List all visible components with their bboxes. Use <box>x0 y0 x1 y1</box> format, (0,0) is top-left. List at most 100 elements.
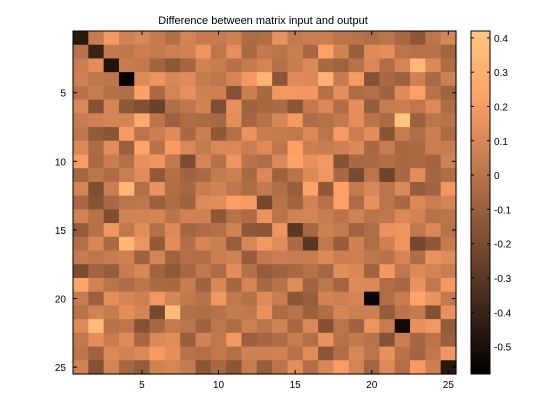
heatmap-cell <box>149 85 166 101</box>
heatmap-cell <box>210 127 227 142</box>
heatmap-cell <box>210 113 227 128</box>
heatmap-cell <box>256 209 273 224</box>
heatmap-cell <box>164 346 181 361</box>
heatmap-cell <box>379 236 396 252</box>
heatmap-cell <box>287 72 304 87</box>
heatmap-cell <box>118 58 135 73</box>
heatmap-cell <box>134 44 151 60</box>
heatmap-cell <box>226 346 243 361</box>
heatmap-cell <box>348 236 365 252</box>
heatmap-cell <box>287 332 304 348</box>
heatmap-cell <box>410 181 426 197</box>
heatmap-cell <box>134 99 151 114</box>
heatmap-cell <box>425 168 442 183</box>
heatmap-cell <box>195 154 212 169</box>
heatmap-cell <box>88 332 105 348</box>
heatmap-cell <box>379 305 396 320</box>
heatmap-cell <box>272 291 289 306</box>
heatmap-cell <box>302 195 319 210</box>
heatmap-cell <box>180 236 197 252</box>
heatmap-cell <box>425 99 442 114</box>
heatmap-cell <box>287 277 304 293</box>
heatmap-cell <box>256 140 273 156</box>
heatmap-cell <box>333 195 350 210</box>
colorbar-axis: 0.4 0.3 0.2 0.1 0 -0.1 -0.2 -0.3 -0.4 -0.5 <box>471 34 512 354</box>
heatmap-cell <box>241 58 258 73</box>
heatmap-cell <box>73 291 89 306</box>
heatmap-cell <box>425 154 442 169</box>
y-tick-label: 20 <box>55 295 67 306</box>
heatmap-cell <box>241 181 258 197</box>
heatmap-cell <box>103 168 120 183</box>
heatmap-cell <box>88 223 105 238</box>
heatmap-cell <box>425 113 442 128</box>
heatmap-cell <box>134 250 151 265</box>
heatmap-cell <box>134 223 151 238</box>
heatmap-cell <box>118 195 135 210</box>
heatmap-cell <box>364 58 380 73</box>
heatmap-cell <box>302 85 319 101</box>
heatmap-cell <box>394 127 411 142</box>
heatmap-cell <box>348 44 365 60</box>
heatmap-cell <box>164 264 181 279</box>
heatmap-cell <box>118 72 135 87</box>
colorbar-tick-label: 0.2 <box>494 102 508 113</box>
heatmap-cell <box>302 31 319 46</box>
heatmap-cell <box>73 332 89 348</box>
heatmap-cell <box>364 168 380 183</box>
heatmap-cell <box>425 223 442 238</box>
heatmap-cell <box>103 264 120 279</box>
heatmap-cell <box>379 31 396 46</box>
heatmap-cell <box>302 154 319 169</box>
heatmap-cell <box>379 250 396 265</box>
heatmap-cell <box>134 236 151 252</box>
heatmap-cell <box>348 332 365 348</box>
heatmap-cell <box>149 305 166 320</box>
heatmap-cell <box>410 72 426 87</box>
heatmap-cell <box>149 209 166 224</box>
heatmap-cell <box>410 85 426 101</box>
heatmap-cell <box>318 154 335 169</box>
heatmap-cell <box>410 58 426 73</box>
heatmap-cell <box>241 168 258 183</box>
heatmap-cell <box>379 209 396 224</box>
heatmap-cell <box>164 85 181 101</box>
heatmap-cell <box>73 195 89 210</box>
heatmap-cell <box>226 332 243 348</box>
heatmap-cell <box>134 264 151 279</box>
heatmap-cell <box>73 209 89 224</box>
heatmap-cell <box>118 236 135 252</box>
heatmap-cell <box>425 140 442 156</box>
heatmap-cell <box>118 113 135 128</box>
heatmap-cell <box>103 236 120 252</box>
heatmap-cell <box>394 44 411 60</box>
heatmap-cell <box>180 319 197 334</box>
heatmap-cell <box>440 360 457 375</box>
heatmap-cell <box>180 264 197 279</box>
heatmap-cell <box>425 332 442 348</box>
heatmap-cell <box>118 223 135 238</box>
heatmap-cell <box>73 140 89 156</box>
heatmap-cell <box>318 305 335 320</box>
heatmap-cell <box>394 31 411 46</box>
heatmap-cell <box>440 319 457 334</box>
colorbar-tick-label: 0 <box>494 171 500 182</box>
heatmap-cell <box>210 236 227 252</box>
heatmap-cell <box>180 250 197 265</box>
heatmap-cell <box>333 250 350 265</box>
heatmap-cell <box>118 181 135 197</box>
heatmap-cell <box>226 264 243 279</box>
heatmap-cell <box>394 236 411 252</box>
heatmap-cell <box>394 168 411 183</box>
heatmap-cell <box>180 209 197 224</box>
heatmap-cell <box>195 236 212 252</box>
heatmap-cell <box>164 99 181 114</box>
heatmap-cell <box>440 291 457 306</box>
heatmap-cell <box>195 223 212 238</box>
heatmap-cell <box>287 209 304 224</box>
heatmap-cell <box>333 291 350 306</box>
heatmap-cell <box>425 305 442 320</box>
x-tick-label: 25 <box>443 380 455 391</box>
heatmap-cell <box>195 127 212 142</box>
